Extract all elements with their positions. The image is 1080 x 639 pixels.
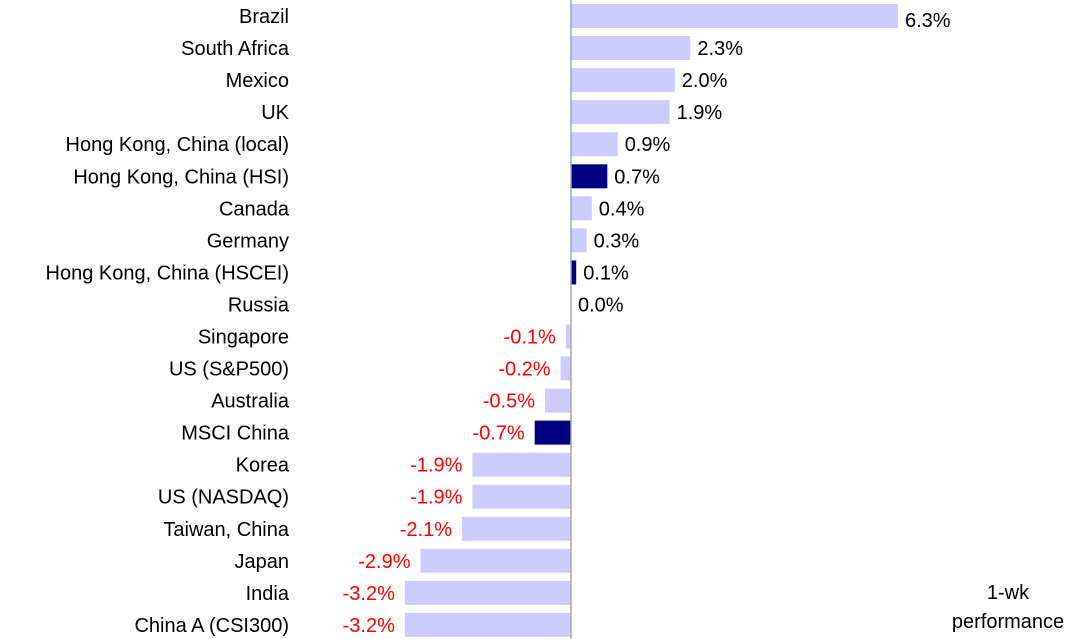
annotation-line-2: performance	[952, 611, 1064, 633]
bar	[404, 580, 571, 605]
value-label: 2.0%	[682, 70, 728, 92]
bar	[571, 36, 691, 60]
bar	[571, 260, 577, 285]
bars-layer	[404, 4, 898, 637]
bar	[534, 420, 571, 445]
category-label: Russia	[228, 294, 290, 316]
bar	[571, 4, 898, 28]
category-label: Canada	[219, 198, 290, 220]
value-label: -3.2%	[343, 615, 395, 637]
category-label: US (S&P500)	[169, 359, 289, 381]
bar	[472, 484, 571, 509]
bar	[571, 68, 675, 93]
bar	[472, 452, 571, 477]
category-label: US (NASDAQ)	[158, 487, 289, 509]
category-label: Taiwan, China	[163, 519, 290, 541]
value-label: -2.9%	[358, 551, 410, 573]
value-label: -2.1%	[400, 519, 452, 541]
value-label: 0.7%	[614, 166, 660, 188]
value-label: 0.4%	[599, 198, 645, 220]
bar	[571, 132, 618, 157]
bar	[571, 196, 592, 221]
bar	[560, 356, 571, 381]
category-label: Hong Kong, China (HSI)	[73, 166, 289, 188]
annotation-line-1: 1-wk	[987, 582, 1030, 604]
value-label: -0.7%	[472, 423, 524, 445]
category-label: Australia	[211, 391, 290, 413]
category-label: Hong Kong, China (HSCEI)	[46, 262, 289, 284]
value-label: -0.2%	[498, 359, 550, 381]
bar	[545, 388, 571, 413]
value-label: 0.3%	[594, 230, 640, 252]
bar	[571, 100, 670, 125]
bar	[571, 228, 587, 253]
category-label: Hong Kong, China (local)	[66, 134, 289, 156]
category-label: India	[246, 583, 290, 605]
value-label: 1.9%	[677, 102, 723, 124]
bar	[571, 164, 608, 189]
value-label: -1.9%	[410, 487, 462, 509]
category-label: MSCI China	[181, 423, 290, 445]
value-label: 0.1%	[583, 262, 629, 284]
value-label: 0.9%	[625, 134, 671, 156]
category-label: Germany	[207, 230, 289, 252]
bar	[462, 516, 571, 541]
bar	[565, 324, 571, 349]
category-label: UK	[261, 102, 289, 124]
value-label: 6.3%	[905, 10, 951, 32]
category-label: China A (CSI300)	[134, 615, 289, 637]
value-label: -0.5%	[483, 391, 535, 413]
category-label: Korea	[236, 455, 290, 477]
value-label: 0.0%	[578, 294, 624, 316]
category-label: Singapore	[198, 327, 289, 349]
value-label: 2.3%	[697, 38, 743, 60]
category-label: Mexico	[226, 70, 289, 92]
value-label: -3.2%	[343, 583, 395, 605]
category-label: South Africa	[181, 38, 290, 60]
category-label: Japan	[235, 551, 290, 573]
bar	[404, 612, 571, 637]
category-label: Brazil	[239, 6, 289, 28]
value-label: -0.1%	[504, 327, 556, 349]
value-label: -1.9%	[410, 455, 462, 477]
bar	[420, 548, 571, 573]
labels-layer: Brazil 6.3% South Africa 2.3% Mexico 2.0% UK 1.…	[46, 6, 951, 637]
